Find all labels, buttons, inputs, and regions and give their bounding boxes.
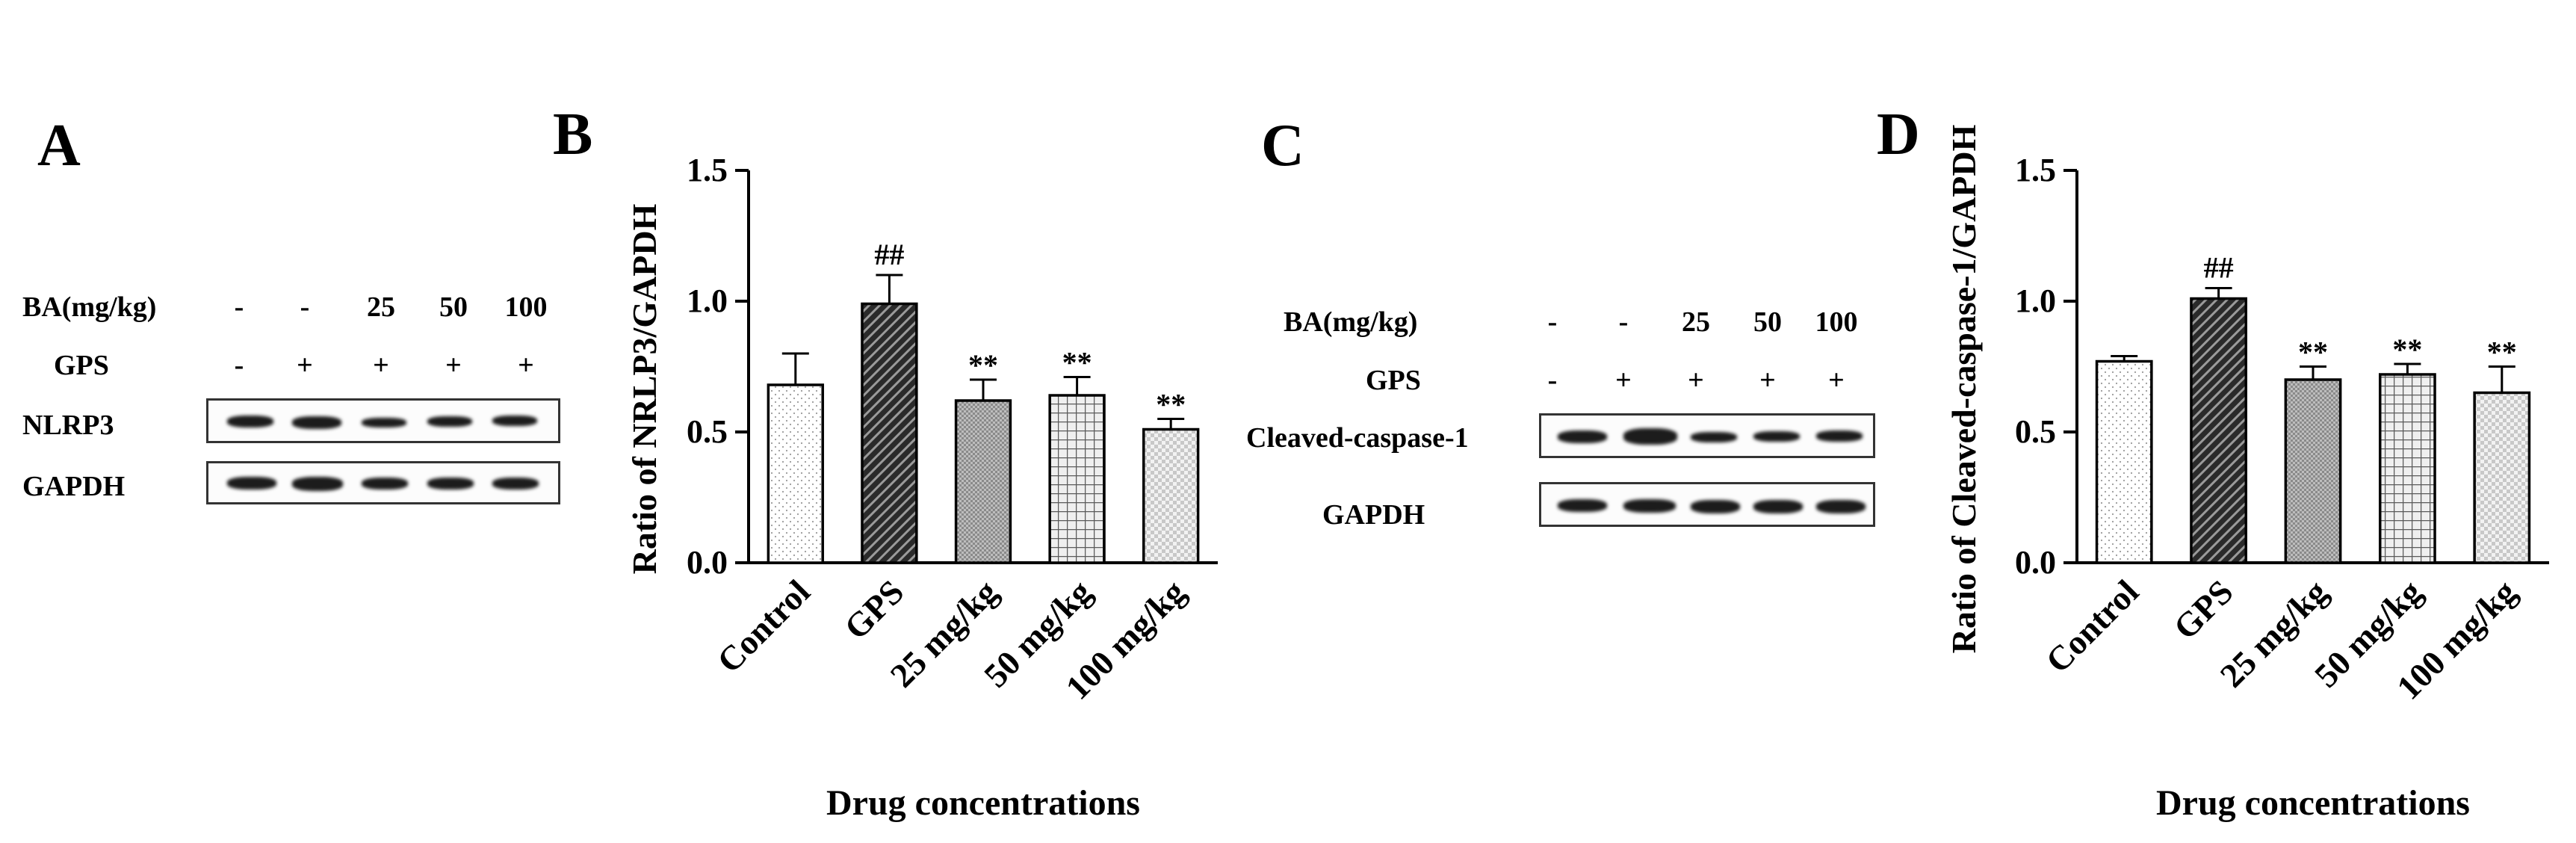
- y-tick-label: 0.0: [2015, 544, 2056, 581]
- y-tick-label: 0.5: [687, 413, 728, 450]
- y-tick-label: 1.5: [687, 152, 728, 188]
- significance-label: **: [1156, 388, 1186, 422]
- significance-label: **: [1062, 346, 1092, 380]
- gapdh-blot-c: [1539, 482, 1875, 527]
- y-axis-label: Ratio of NRLP3/GAPDH: [625, 203, 663, 574]
- panel-letter-d: D: [1877, 102, 1920, 167]
- bar: [2284, 378, 2342, 564]
- bar: [1142, 427, 1200, 564]
- bar: [861, 302, 918, 564]
- gapdh-blot-a: [206, 461, 560, 504]
- category-label: Control: [2038, 572, 2146, 680]
- lane-sign: +: [1688, 365, 1704, 396]
- lane-sign: +: [373, 350, 389, 381]
- lane-sign: -: [1547, 365, 1558, 396]
- ba-row-label: BA(mg/kg): [1284, 306, 1418, 338]
- lane-sign: +: [1615, 365, 1632, 396]
- lane-sign: -: [300, 291, 310, 323]
- y-tick-label: 1.0: [687, 282, 728, 319]
- significance-label: **: [2392, 333, 2422, 366]
- y-tick-label: 0.0: [687, 544, 728, 581]
- bar: [2095, 359, 2153, 564]
- nlrp3-blot-label: NLRP3: [22, 410, 114, 441]
- cleaved-caspase-blot: [1539, 413, 1875, 458]
- bar: [2473, 391, 2531, 564]
- lane-sign: 100: [504, 291, 548, 323]
- lane-sign: -: [1618, 306, 1629, 338]
- x-axis-label: Drug concentrations: [2156, 783, 2470, 823]
- lane-sign: -: [1547, 306, 1558, 338]
- panel-letter-b: B: [553, 102, 593, 167]
- ba-row-label: BA(mg/kg): [22, 291, 157, 323]
- lane-sign: +: [1828, 365, 1845, 396]
- y-tick-label: 1.0: [2015, 282, 2056, 319]
- bar: [954, 399, 1012, 564]
- bar: [2190, 297, 2248, 564]
- lane-sign: 50: [1753, 306, 1782, 338]
- nlrp3-blot: [206, 398, 560, 443]
- category-label: GPS: [2166, 572, 2240, 646]
- lane-sign: 50: [439, 291, 468, 323]
- significance-label: ##: [874, 238, 904, 271]
- gps-row-label: GPS: [1366, 365, 1421, 396]
- cleaved-caspase-blot-label: Cleaved-caspase-1: [1246, 422, 1469, 454]
- gps-row-label: GPS: [54, 350, 109, 381]
- panel-letter-c: C: [1261, 113, 1304, 179]
- y-tick-label: 1.5: [2015, 152, 2056, 188]
- lane-sign: 25: [1682, 306, 1710, 338]
- lane-sign: 100: [1815, 306, 1858, 338]
- bar: [2378, 373, 2436, 564]
- lane-sign: +: [518, 350, 534, 381]
- bar: [1048, 394, 1106, 564]
- lane-sign: +: [1759, 365, 1776, 396]
- significance-label: **: [2487, 336, 2517, 369]
- significance-label: **: [968, 348, 998, 382]
- significance-label: **: [2298, 336, 2328, 369]
- lane-sign: +: [445, 350, 462, 381]
- lane-sign: +: [297, 350, 313, 381]
- y-axis-label: Ratio of Cleaved-caspase-1/GAPDH: [1945, 124, 1983, 653]
- lane-sign: 25: [367, 291, 395, 323]
- panel-letter-a: A: [37, 113, 81, 179]
- significance-label: ##: [2204, 251, 2234, 285]
- gapdh-blot-label-c: GAPDH: [1322, 499, 1425, 531]
- bar: [767, 383, 824, 564]
- lane-sign: -: [234, 350, 244, 381]
- gapdh-blot-label-a: GAPDH: [22, 471, 126, 502]
- x-axis-label: Drug concentrations: [826, 783, 1140, 823]
- lane-sign: -: [234, 291, 244, 323]
- y-tick-label: 0.5: [2015, 413, 2056, 450]
